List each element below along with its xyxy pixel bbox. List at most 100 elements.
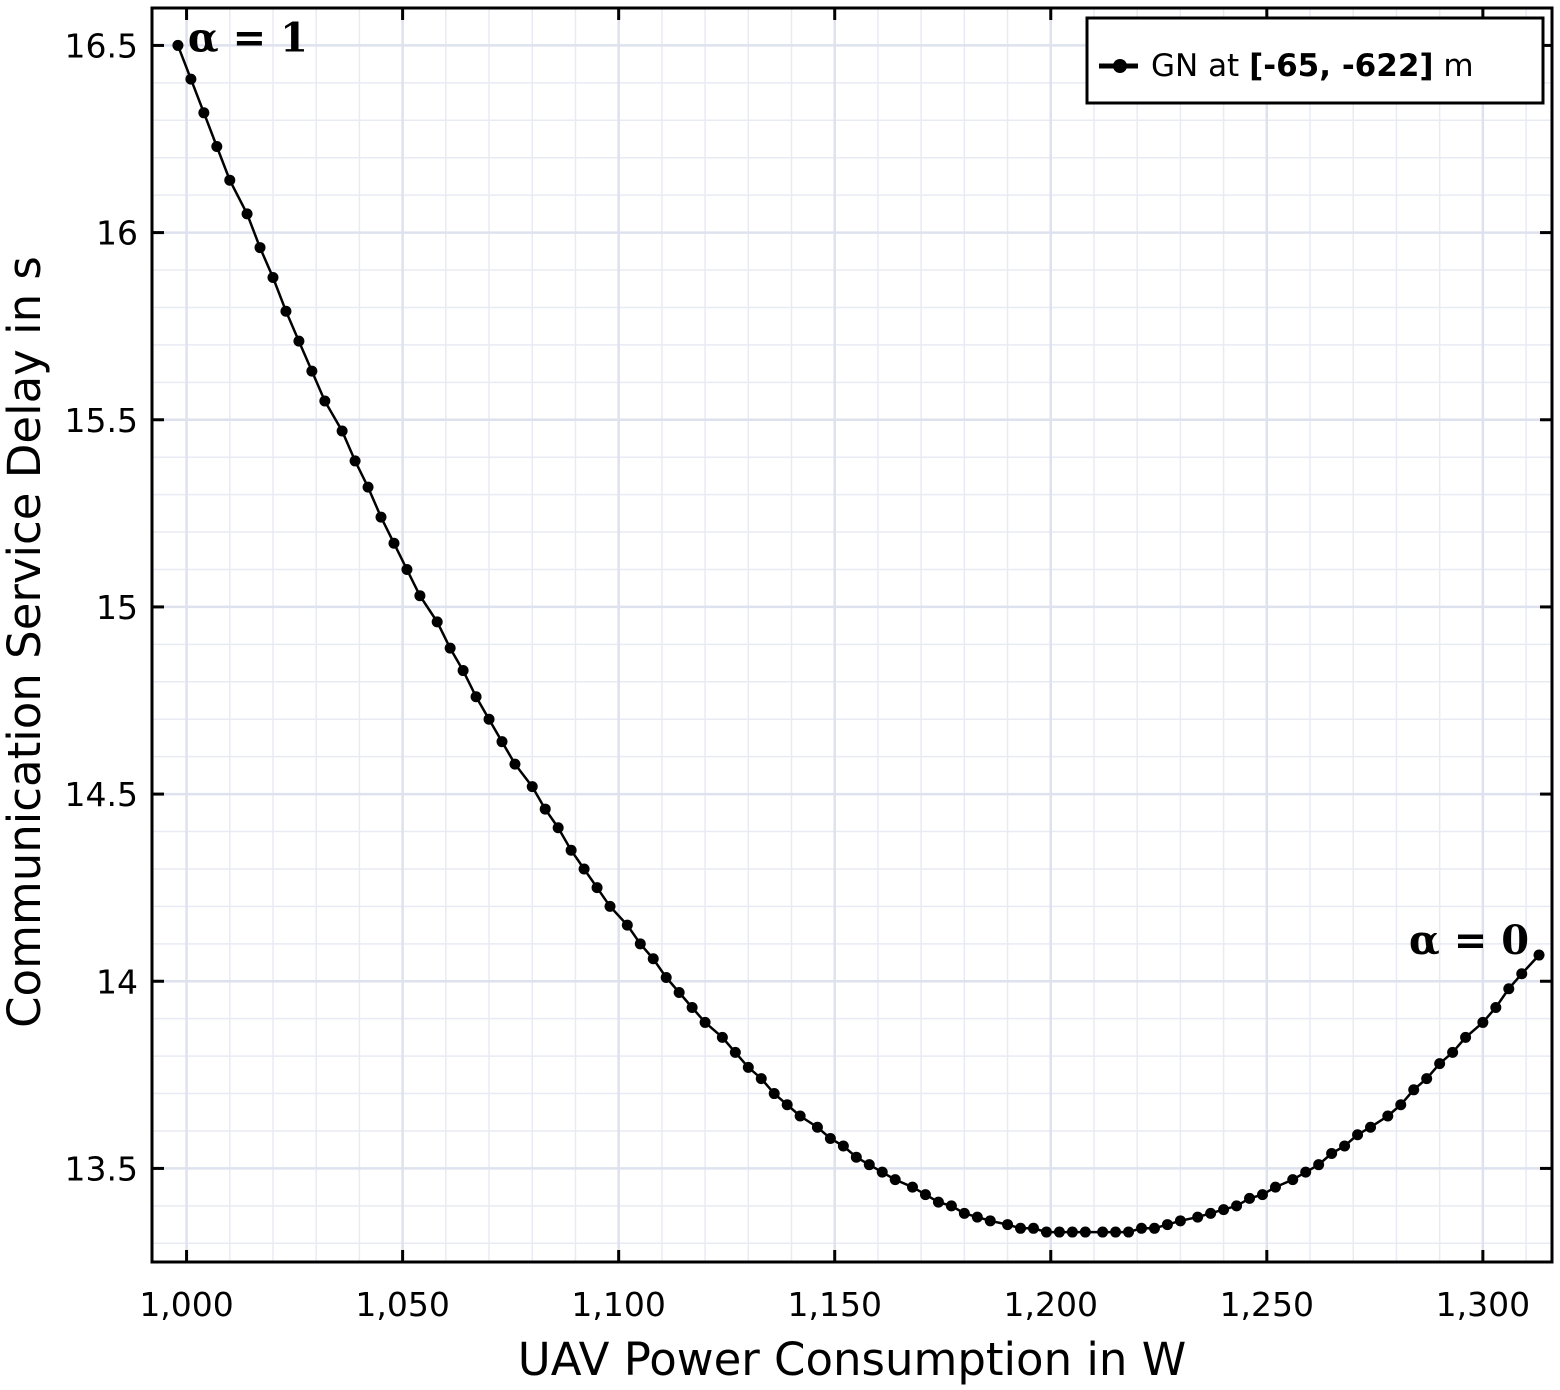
data-point (1408, 1084, 1420, 1096)
legend: GN at [-65, -622] m (1085, 16, 1545, 105)
data-point (729, 1046, 741, 1058)
x-tick-label: 1,100 (571, 1285, 665, 1324)
x-tick-label: 1,250 (1220, 1285, 1314, 1324)
data-point (185, 73, 197, 85)
data-point (889, 1174, 901, 1186)
legend-box (1085, 16, 1545, 105)
annotation-label: α = 0 (1409, 917, 1529, 964)
data-point (496, 736, 508, 748)
data-point (1161, 1219, 1173, 1231)
data-point (1148, 1222, 1160, 1234)
data-point (509, 758, 521, 770)
data-point (457, 665, 469, 677)
data-point (850, 1151, 862, 1163)
y-tick-label: 15 (96, 588, 138, 627)
data-point (224, 174, 236, 186)
data-point (1097, 1226, 1109, 1238)
data-point (755, 1073, 767, 1085)
data-point (401, 563, 413, 575)
y-tick-label: 16 (96, 214, 138, 253)
data-point (1421, 1073, 1433, 1085)
data-point (431, 616, 443, 628)
data-point (1447, 1046, 1459, 1058)
data-point (919, 1189, 931, 1201)
data-point (1490, 1001, 1502, 1013)
data-point (811, 1121, 823, 1133)
axis-ticks (152, 8, 1552, 1262)
data-point (647, 953, 659, 965)
data-point (293, 335, 305, 347)
data-point (1503, 983, 1515, 995)
data-point (794, 1110, 806, 1122)
data-point (578, 863, 590, 875)
y-tick-label: 16.5 (65, 26, 138, 65)
y-tick-label: 15.5 (65, 401, 138, 440)
data-point (837, 1140, 849, 1152)
data-point (1477, 1016, 1489, 1028)
data-point (1040, 1226, 1052, 1238)
data-point (945, 1200, 957, 1212)
data-point (824, 1132, 836, 1144)
data-point (971, 1211, 983, 1223)
data-point (1027, 1222, 1039, 1234)
data-point (362, 481, 374, 493)
data-point (1244, 1192, 1256, 1204)
data-point (621, 919, 633, 931)
data-point (1205, 1207, 1217, 1219)
data-point (172, 39, 184, 51)
data-point (984, 1215, 996, 1227)
data-point (552, 822, 564, 834)
data-point (673, 986, 685, 998)
data-point (470, 691, 482, 703)
data-point (280, 305, 292, 317)
data-point (716, 1031, 728, 1043)
data-point (1136, 1222, 1148, 1234)
data-point (1313, 1159, 1325, 1171)
data-point (539, 803, 551, 815)
x-tick-label: 1,200 (1004, 1285, 1098, 1324)
grid (152, 7, 1552, 1262)
data-point (211, 141, 223, 153)
data-point (267, 272, 279, 284)
data-point (660, 972, 672, 984)
x-tick-label: 1,000 (139, 1285, 233, 1324)
y-tick-label: 14.5 (65, 775, 138, 814)
data-point (1079, 1226, 1091, 1238)
data-point (336, 425, 348, 437)
legend-label-prefix: GN at (1151, 48, 1249, 84)
data-point (1365, 1121, 1377, 1133)
series-line (176, 44, 1540, 1234)
data-point (1110, 1226, 1122, 1238)
data-point (1256, 1189, 1268, 1201)
data-point (198, 107, 210, 119)
data-point (254, 242, 266, 254)
legend-label-suffix: m (1434, 48, 1474, 84)
data-point (1218, 1204, 1230, 1216)
data-point (1395, 1099, 1407, 1111)
data-point (932, 1196, 944, 1208)
data-point (349, 455, 361, 467)
data-point (319, 395, 331, 407)
data-point (414, 590, 426, 602)
data-point (591, 882, 603, 894)
data-point (388, 537, 400, 549)
data-point (565, 844, 577, 856)
data-point (1339, 1140, 1351, 1152)
data-point (1192, 1211, 1204, 1223)
data-point (375, 511, 387, 523)
data-point (1287, 1174, 1299, 1186)
legend-dot-marker (1113, 59, 1127, 73)
data-point (768, 1088, 780, 1100)
data-point (604, 900, 616, 912)
data-point (1300, 1166, 1312, 1178)
data-point (444, 642, 456, 654)
data-point (742, 1061, 754, 1073)
data-point (699, 1016, 711, 1028)
data-point (958, 1207, 970, 1219)
y-axis-label: Communication Service Delay in s (0, 256, 51, 1028)
x-tick-label: 1,300 (1436, 1285, 1530, 1324)
data-point (1123, 1226, 1135, 1238)
tick-labels: 1,000 1,050 1,100 1,150 1,200 1,250 1,300 13.5 1… (65, 26, 1531, 1324)
x-tick-label: 1,050 (355, 1285, 449, 1324)
